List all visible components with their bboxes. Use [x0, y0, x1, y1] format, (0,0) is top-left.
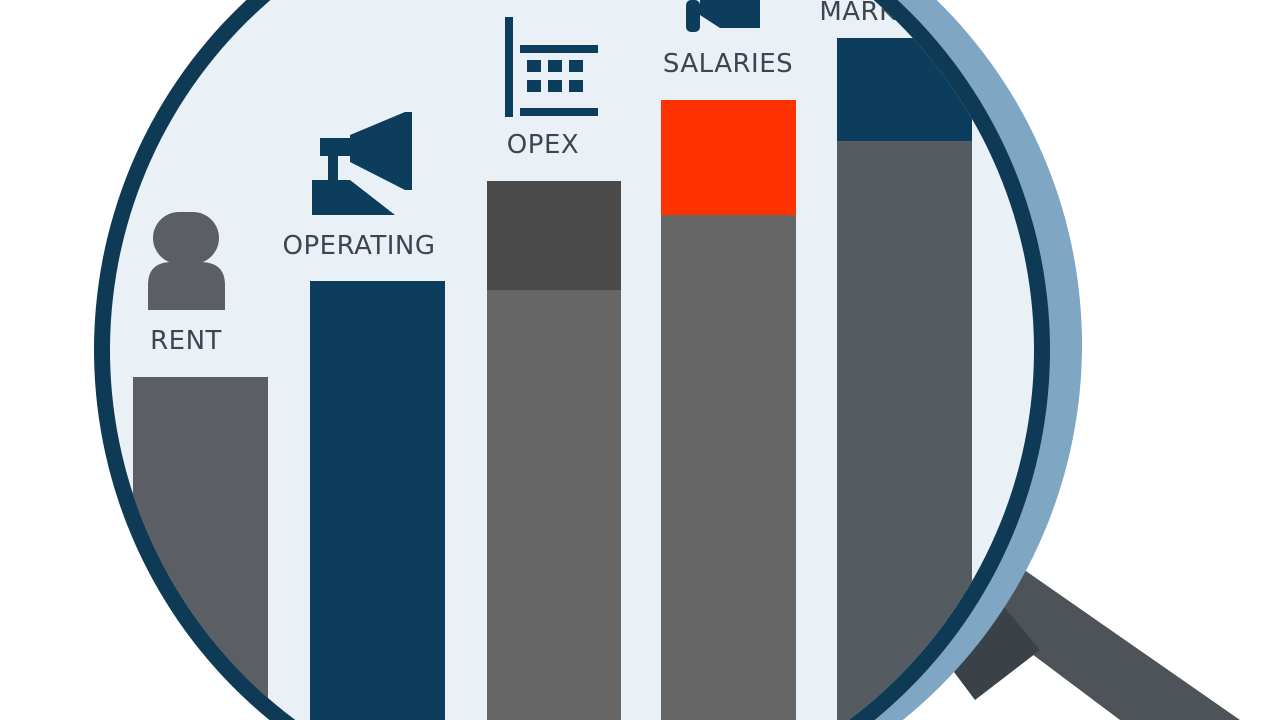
label-salaries: SALARIES [663, 49, 793, 79]
person-icon [148, 212, 225, 310]
building-icon [505, 17, 598, 117]
bar-operating [310, 281, 445, 720]
label-rent: RENT [150, 326, 222, 356]
bar-opex-top [487, 181, 621, 291]
megaphone-icon [686, 0, 760, 32]
label-operating: OPERATING [283, 231, 436, 261]
label-opex: OPEX [507, 130, 579, 160]
bar-opex [487, 290, 621, 720]
megaphone-icon [312, 112, 412, 215]
bar-salaries-highlight [661, 100, 796, 216]
bar-salaries [661, 215, 796, 720]
